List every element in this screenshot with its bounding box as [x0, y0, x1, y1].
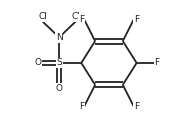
- Text: F: F: [134, 15, 139, 24]
- Text: F: F: [79, 102, 84, 111]
- Text: Cl: Cl: [38, 12, 47, 21]
- Text: F: F: [79, 15, 84, 24]
- Text: S: S: [56, 58, 62, 67]
- Text: Cl: Cl: [71, 12, 80, 21]
- Text: F: F: [134, 102, 139, 111]
- Text: F: F: [155, 58, 160, 67]
- Text: O: O: [34, 58, 41, 67]
- Text: O: O: [56, 84, 63, 93]
- Text: N: N: [56, 33, 63, 42]
